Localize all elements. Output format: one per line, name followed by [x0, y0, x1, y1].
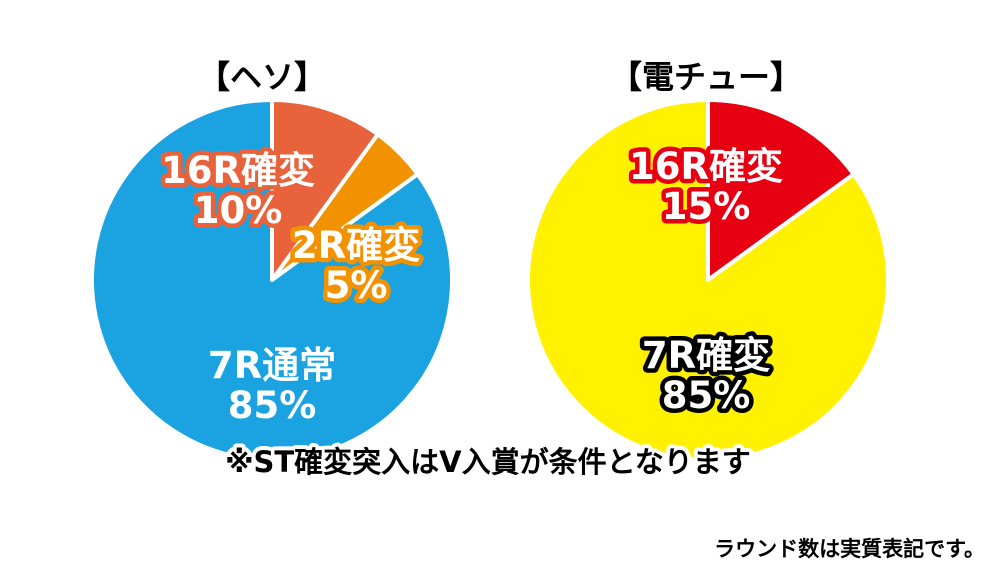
- slice-name-heso-0: 16R確変: [161, 149, 315, 192]
- slice-label-heso-2: 7R通常 85%: [208, 344, 336, 427]
- slice-name-denchu-1: 7R確変: [642, 334, 770, 377]
- slice-label-heso-0: 16R確変 10%: [161, 149, 315, 232]
- slice-label-denchu-1: 7R確変 85%: [642, 334, 770, 417]
- pie-slice-heso-2: [90, 98, 454, 462]
- round-count-note: ラウンド数は実質表記です。: [714, 537, 985, 561]
- chart-title-heso: 【ヘソ】: [198, 58, 326, 96]
- chart-title-denchu: 【電チュー】: [610, 58, 802, 96]
- slice-value-heso-2: 85%: [228, 384, 317, 427]
- pie-chart-heso: 16R確変 10%2R確変 5% 7R通常 85%: [90, 98, 454, 462]
- slice-name-heso-1: 2R確変: [292, 224, 420, 267]
- slice-label-heso-1: 2R確変 5%: [292, 224, 420, 307]
- slice-value-heso-1: 5%: [325, 264, 388, 307]
- pie-slice-denchu-0: [706, 98, 856, 282]
- footnote: ※ST確変突入はV入賞が条件となります: [225, 445, 750, 479]
- slice-value-heso-0: 10%: [194, 189, 283, 232]
- slice-value-denchu-0: 15%: [662, 185, 751, 228]
- slice-label-denchu-0: 16R確変 15%: [629, 145, 783, 228]
- slice-value-denchu-1: 85%: [662, 374, 751, 417]
- pie-chart-denchu: 16R確変 15% 7R確変 85%: [526, 98, 890, 462]
- slice-name-denchu-0: 16R確変: [629, 145, 783, 188]
- pie-slice-heso-0: [270, 98, 380, 282]
- pie-slice-denchu-1: [526, 98, 890, 462]
- slice-name-heso-2: 7R通常: [208, 344, 336, 387]
